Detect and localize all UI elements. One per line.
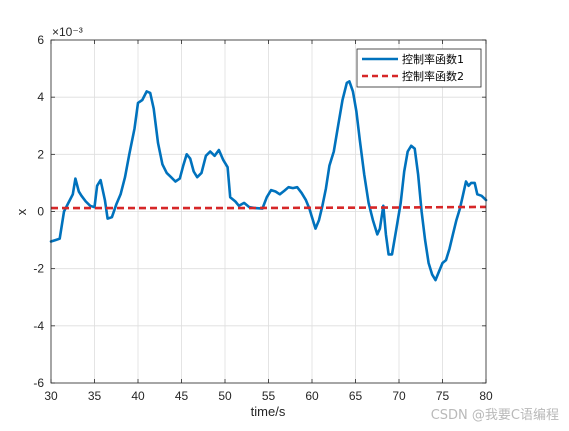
watermark-text: CSDN @我要C语编程 — [430, 408, 559, 423]
tick-labels: 30 35 40 45 50 55 60 65 70 75 80 6 4 2 0 -2 -4 -6 — [33, 33, 493, 403]
x-tick-label: 50 — [218, 389, 232, 403]
legend-box — [356, 48, 482, 88]
x-tick-label: 40 — [131, 389, 145, 403]
ticks — [50, 39, 487, 384]
x-tick-label: 60 — [305, 389, 319, 403]
y-tick-label: -4 — [33, 319, 44, 333]
x-tick-label: 55 — [262, 389, 276, 403]
legend: 控制率函数1 控制率函数2 — [356, 48, 482, 88]
series-line-2 — [51, 205, 487, 210]
x-tick-label: 75 — [436, 389, 450, 403]
x-tick-label: 30 — [44, 389, 58, 403]
x-tick-label: 45 — [175, 389, 189, 403]
y-tick-label: 4 — [37, 90, 44, 104]
y-tick-label: 0 — [37, 205, 44, 219]
x-tick-label: 35 — [88, 389, 102, 403]
x-tick-label: 70 — [392, 389, 406, 403]
series-group — [49, 80, 488, 282]
x-axis-label: time/s — [251, 404, 286, 419]
x-tick-label: 65 — [349, 389, 363, 403]
series-line-1 — [49, 80, 488, 282]
x-tick-label: 80 — [479, 389, 493, 403]
y-tick-label: 2 — [37, 147, 44, 161]
y-tick-label: 6 — [37, 33, 44, 47]
y-tick-label: -2 — [33, 262, 44, 276]
y-axis-label: x — [14, 208, 29, 215]
legend-label-2: 控制率函数2 — [402, 69, 464, 83]
legend-label-1: 控制率函数1 — [402, 52, 464, 66]
exponent-label: ×10⁻³ — [52, 25, 83, 39]
y-tick-label: -6 — [33, 376, 44, 390]
